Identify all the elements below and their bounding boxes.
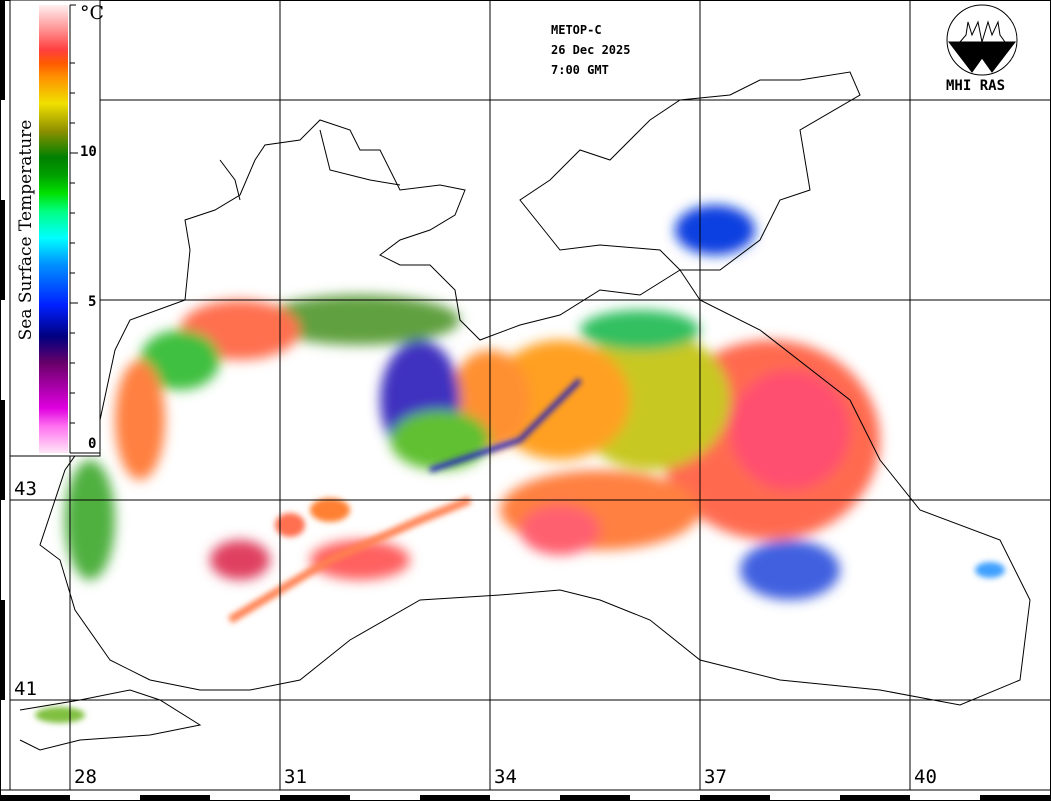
lon-label-34: 34: [494, 766, 517, 788]
lon-label-28: 28: [74, 766, 97, 788]
legend-tick-5: 5: [88, 294, 97, 310]
lon-label-31: 31: [284, 766, 307, 788]
color-bar-ticks: [69, 4, 100, 454]
logo-text: MHI RAS: [946, 78, 1006, 94]
sst-field: [65, 205, 880, 600]
legend-tick-10: 10: [80, 144, 97, 160]
mhi-ras-logo: [946, 4, 1018, 76]
graticule: [10, 0, 1051, 790]
coastline: [19, 71, 1031, 751]
legend-unit: °C: [80, 2, 105, 24]
lon-label-40: 40: [914, 766, 937, 788]
lat-label-41: 41: [14, 678, 37, 700]
lon-label-37: 37: [704, 766, 727, 788]
legend-title: Sea Surface Temperature: [16, 119, 36, 341]
image-time: 7:00 GMT: [551, 63, 609, 77]
lat-label-43: 43: [14, 478, 37, 500]
legend-tick-0: 0: [88, 436, 97, 452]
color-bar: [39, 5, 68, 453]
satellite-name: METOP-C: [551, 23, 602, 37]
image-date: 26 Dec 2025: [551, 43, 631, 57]
